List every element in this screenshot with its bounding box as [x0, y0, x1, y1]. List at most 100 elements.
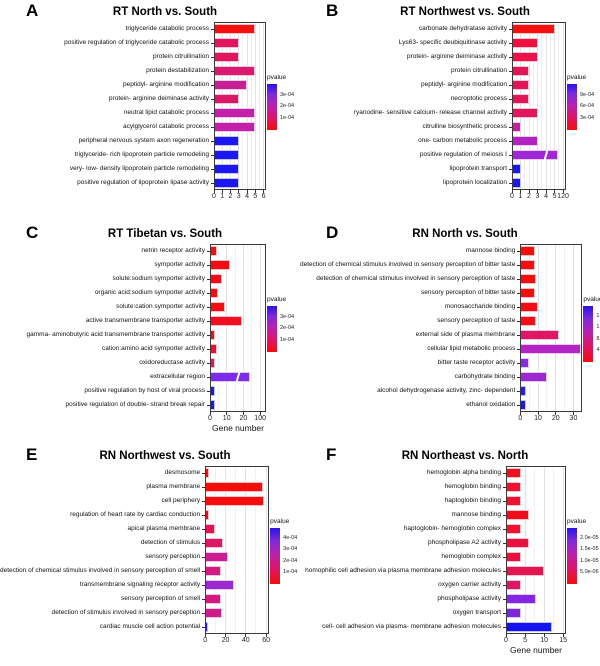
category-label: alcohol dehydrogenase activity, zinc- de… [300, 387, 517, 395]
x-axis-tick [265, 634, 267, 637]
bar-track [512, 78, 566, 92]
category-label-text: cardiac muscle cell action potential [99, 622, 201, 630]
bar-track [210, 314, 266, 328]
category-label: cardiac muscle cell action potential [0, 622, 202, 631]
bar [210, 371, 250, 383]
legend-gradient-bar [270, 528, 281, 584]
bar-track [512, 106, 566, 120]
bar-track [210, 398, 266, 412]
category-label: positive regulation of meiosis I [300, 151, 509, 159]
x-axis-tick [242, 412, 244, 415]
x-axis-tick-label: 5 [552, 193, 557, 200]
y-axis-tick [202, 598, 206, 600]
bar-row: detection of stimulus involved in sensor… [0, 606, 269, 620]
legend-tick-label: 3e-04 [280, 313, 295, 320]
bar [210, 386, 215, 396]
bar-track [214, 148, 266, 162]
bar-track [506, 536, 566, 550]
category-label: haptoglobin binding [300, 497, 503, 505]
bar-track [214, 92, 266, 106]
gridline-minor [234, 244, 236, 412]
legend-tick-label: 2.0e-05 [580, 535, 599, 542]
category-label-text: plasma membrane [146, 482, 201, 490]
bar-chart: netrin receptor activity symporter activi… [0, 244, 266, 434]
bar [214, 52, 239, 62]
bar-row: phospholipase A2 activity [300, 536, 566, 550]
bar-track [214, 22, 266, 36]
gridline [555, 244, 557, 412]
panel-E: E RN Northwest vs. South desmosome plasma m… [0, 444, 300, 666]
x-axis-tick-label: 120 [557, 193, 569, 200]
bar-row: detection of chemical stimulus involved … [300, 272, 582, 286]
category-label: mannose binding [300, 247, 517, 255]
bar [506, 524, 522, 534]
panel-body: netrin receptor activity symporter activi… [0, 244, 300, 434]
category-label-text: solute:cation symporter activity [116, 302, 205, 310]
legend-tick-label: 3e-04 [280, 91, 295, 98]
bar-row: bitter taste receptor activity [300, 356, 582, 370]
category-label: lipoprotein localization [300, 179, 509, 187]
y-axis-tick [509, 112, 512, 114]
plot-gridlines [204, 466, 270, 634]
category-label: homophilic cell adhesion via plasma memb… [300, 567, 503, 575]
legend-tick-label: 1e-04 [280, 114, 295, 121]
y-axis-tick [211, 182, 214, 184]
x-axis-title: Gene number [212, 423, 264, 433]
category-label: one- carbon metabolic process [300, 137, 509, 145]
category-label: Lys63- specific deubiquitinase activity [300, 39, 509, 47]
bar [512, 24, 555, 34]
x-axis-tick [528, 190, 530, 193]
category-label: monosaccharide binding [300, 303, 517, 311]
x-axis-tick [537, 412, 539, 415]
bar [205, 566, 222, 576]
legend-gradient-bar [567, 528, 577, 584]
bar [520, 288, 535, 298]
bar [506, 552, 522, 562]
category-label: detection of stimulus [0, 539, 202, 547]
panel-body: desmosome plasma membrane cell periphery re… [0, 466, 300, 645]
y-axis-tick [207, 264, 210, 266]
legend-gradient-bar [567, 84, 577, 130]
y-axis-tick [509, 140, 512, 142]
gridline-minor [235, 466, 237, 634]
gridline [263, 22, 265, 190]
legend-title: pvalue [567, 74, 587, 81]
x-axis-tick-label: 6 [261, 193, 266, 200]
legend-tick-label: 3e-04 [580, 114, 595, 121]
y-axis-tick [211, 126, 214, 128]
bar-row: plasma membrane [0, 480, 269, 494]
category-label: oxygen transport [300, 609, 503, 617]
category-label: solute:sodium symporter activity [0, 275, 207, 283]
x-axis-tick-label: 0 [518, 415, 523, 422]
bar-row: sensory perception [0, 550, 269, 564]
bar [520, 260, 535, 270]
bar-track [520, 286, 582, 300]
category-label-text: oxygen carrier activity [438, 580, 501, 588]
y-axis-tick [509, 70, 512, 72]
x-axis-tick-label: 10 [534, 415, 542, 422]
y-axis-tick [211, 56, 214, 58]
gridline-minor [515, 466, 517, 634]
gridline-minor [553, 466, 555, 634]
plot-gridlines [519, 244, 583, 412]
gridline-minor [524, 22, 526, 190]
panel-title: RT Tibetan vs. South [107, 228, 223, 240]
gridline [528, 22, 530, 190]
pvalue-legend: pvalue 4e-04 3e-04 2e-04 1e-04 [269, 466, 303, 645]
bar-row: detection of chemical stimulus involved … [300, 258, 582, 272]
bar-row: phospholipase activity [300, 592, 566, 606]
x-axis-tick-label: 2 [228, 193, 233, 200]
panel-C: C RT Tibetan vs. South netrin receptor act… [0, 222, 300, 444]
gridline [259, 244, 261, 412]
bar-track [512, 148, 566, 162]
x-axis-tick-label: 10 [222, 415, 231, 422]
bar [520, 330, 560, 340]
gridline [224, 466, 226, 634]
x-axis: 0 20 40 60 [203, 634, 270, 645]
category-label-text: cell- cell adhesion via plasma- membrane… [322, 622, 501, 630]
x-axis-tick-label: 4 [245, 193, 249, 200]
bar-row: monosaccharide binding [300, 300, 582, 314]
bar-track [512, 162, 566, 176]
category-label-text: triglyceride catabolic process [125, 24, 209, 32]
